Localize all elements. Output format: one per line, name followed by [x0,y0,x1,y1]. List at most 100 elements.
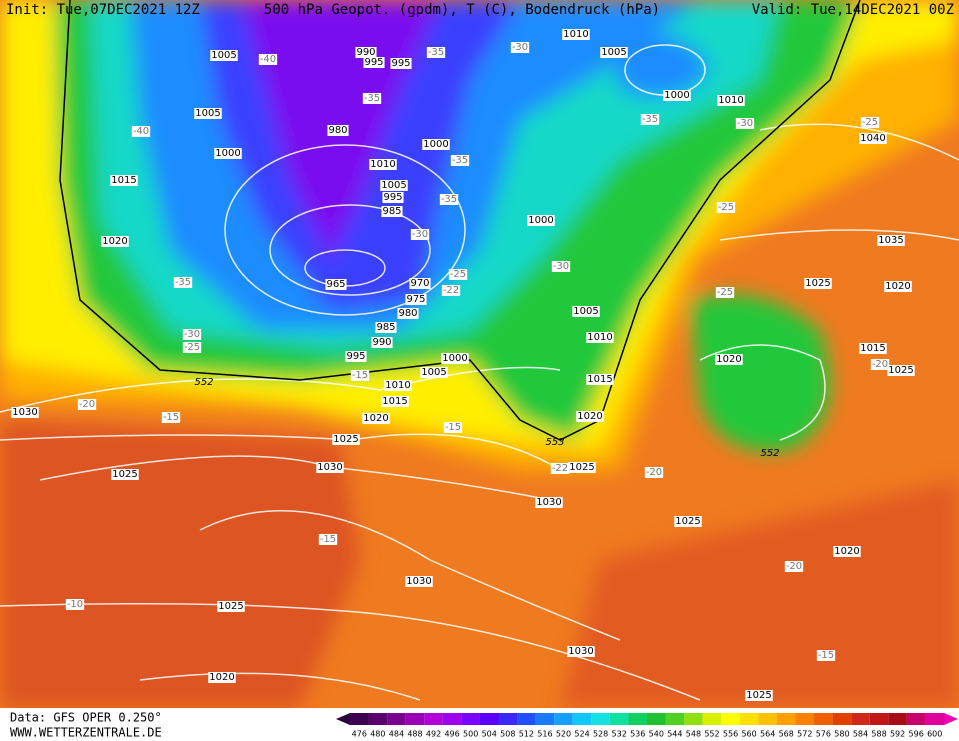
colorbar-cell [609,713,629,725]
temperature-label: -15 [445,422,461,433]
map-field [0,0,959,708]
temperature-label: -10 [67,599,83,610]
colorbar-cell [368,713,388,725]
pressure-label: 1025 [569,462,594,473]
colorbar-cell [739,713,759,725]
colorbar-label: 556 [723,730,738,739]
pressure-label-box [397,308,419,319]
temperature-label: -20 [79,399,95,410]
colorbar-label: 488 [407,730,422,739]
pressure-label-box [110,175,138,186]
pressure-label-box [384,380,412,391]
temperature-label-box [258,54,278,65]
colorbar-cell [498,713,518,725]
pressure-label-box [11,407,39,418]
pressure-label: 1005 [195,108,220,119]
pressure-label-box [527,215,555,226]
colorbar-label: 476 [352,730,367,739]
temperature-label-box [550,463,570,474]
colorbar-label: 548 [686,730,701,739]
pressure-label: 995 [391,58,410,69]
pressure-label-box [586,332,614,343]
pressure-label-box [409,278,431,289]
colorbar-cell [888,713,907,725]
pressure-label: 990 [356,47,375,58]
colorbar-cell [461,713,480,725]
temperature-label: -35 [175,277,191,288]
pressure-label-box [663,90,691,101]
pressure-label-box [586,374,614,385]
temperature-label-box [450,155,470,166]
colorbar-cell [925,713,944,725]
colorbar-label: 500 [463,730,478,739]
colorbar-cell [906,713,926,725]
pressure-label: 1015 [587,374,612,385]
temperature-label-box [716,202,736,213]
temperature-label-box [784,561,804,572]
pressure-label-box [194,108,222,119]
pressure-label: 1025 [218,601,243,612]
pressure-label: 1000 [664,90,689,101]
pressure-label-box [355,47,377,58]
pressure-label: 1020 [363,413,388,424]
colorbar-cell [517,713,536,725]
pressure-label-box [420,367,448,378]
pressure-label-box [345,351,367,362]
pressure-label: 1040 [860,133,885,144]
colorbar-label: 544 [667,730,682,739]
colorbar-label: 496 [444,730,459,739]
temperature-label-box [173,277,193,288]
colorbar-cell [665,713,685,725]
colorbar-cell [350,713,369,725]
pressure-label: 1000 [215,148,240,159]
colorbar-cell [795,713,815,725]
temperature-label-box [350,370,370,381]
temperature-label: -20 [872,359,888,370]
temperature-label: -35 [452,155,468,166]
pressure-label: 995 [346,351,365,362]
colorbar-label: 564 [760,730,775,739]
temperature-label-box [318,534,338,545]
temperature-label-box [182,329,202,340]
colorbar-label: 508 [500,730,515,739]
pressure-label-box [210,50,238,61]
pressure-label: 1025 [675,516,700,527]
pressure-label: 1000 [528,215,553,226]
temperature-label-box [644,467,664,478]
colorbar-cell [869,713,889,725]
colorbar-label: 504 [482,730,497,739]
temperature-label: -25 [184,342,200,353]
temperature-label-box [816,650,836,661]
pressure-label-box [375,322,397,333]
pressure-label-box [405,576,433,587]
temperature-label-box [131,126,151,137]
pressure-label: 1000 [442,353,467,364]
temperature-label-box [410,229,430,240]
pressure-label-box [562,29,590,40]
colorbar-label: 576 [816,730,831,739]
pressure-label-box [316,462,344,473]
temperature-label: -35 [642,114,658,125]
temperature-label: -15 [352,370,368,381]
colorbar-cell [479,713,499,725]
pressure-label-box [327,125,349,136]
pressure-label: 980 [328,125,347,136]
pressure-label: 1010 [563,29,588,40]
temperature-label: -20 [646,467,662,478]
pressure-label-box [381,396,409,407]
pressure-label: 1020 [834,546,859,557]
temperature-label: -30 [737,118,753,129]
temperature-label: -30 [412,229,428,240]
website: WWW.WETTERZENTRALE.DE [10,726,162,740]
pressure-label-box [217,601,245,612]
colorbar-cell [721,713,740,725]
temperature-label: -15 [818,650,834,661]
colorbar-label: 492 [426,730,441,739]
pressure-label-box [362,413,390,424]
pressure-label: 1030 [317,462,342,473]
temperature-label: -20 [786,561,802,572]
pressure-label: 1010 [385,380,410,391]
temperature-label-box [439,194,459,205]
temperature-label: -40 [133,126,149,137]
